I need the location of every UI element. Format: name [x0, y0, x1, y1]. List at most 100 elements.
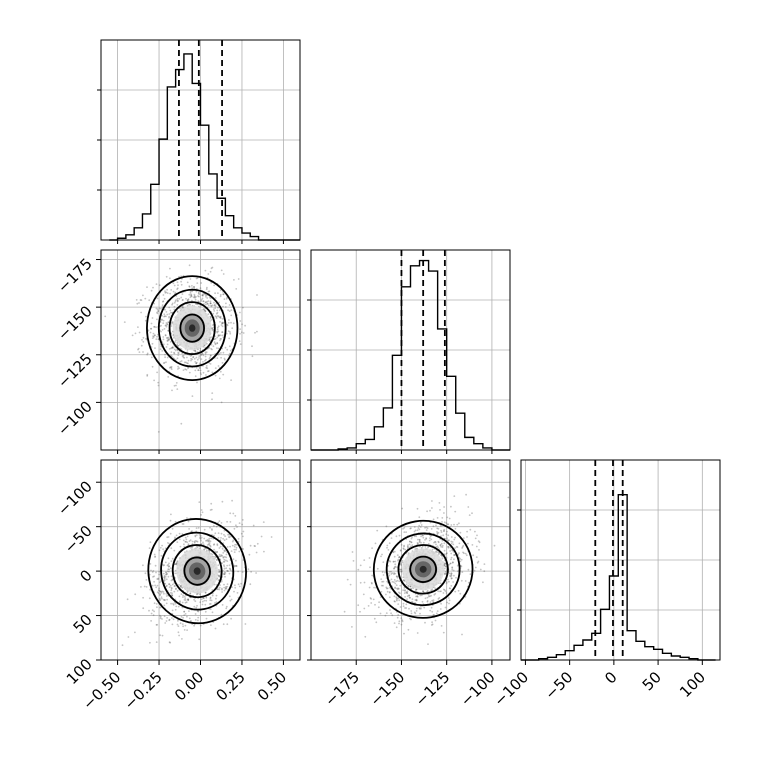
scatter-point [211, 348, 213, 351]
scatter-point [156, 308, 159, 311]
scatter-point [190, 619, 192, 622]
scatter-point [182, 369, 185, 371]
scatter-point [160, 324, 162, 327]
scatter-point [171, 302, 174, 305]
scatter-1-contour [146, 275, 239, 381]
scatter-point [409, 540, 411, 543]
scatter-point [175, 384, 177, 387]
scatter-point [226, 520, 229, 523]
scatter-point [219, 316, 222, 319]
scatter-point [104, 315, 107, 318]
scatter-point [205, 597, 208, 599]
scatter-point [183, 545, 186, 548]
scatter-point [226, 564, 229, 567]
scatter-point [163, 604, 166, 607]
scatter-point [184, 613, 187, 615]
scatter-point [414, 589, 417, 592]
y-axis-y2-tick-label: −125 [54, 350, 96, 392]
scatter-point [229, 545, 232, 548]
scatter-point [227, 309, 230, 312]
scatter-point [200, 539, 203, 542]
scatter-point [221, 322, 223, 325]
scatter-point [222, 556, 225, 559]
scatter-point [450, 577, 453, 580]
scatter-point [351, 626, 353, 628]
scatter-point [242, 332, 245, 334]
scatter-point [165, 275, 168, 278]
scatter-point [202, 541, 204, 544]
scatter-point [228, 533, 231, 536]
scatter-point [398, 599, 401, 602]
x-axis-1-tick-label: 0.00 [171, 668, 207, 704]
scatter-point [171, 389, 173, 392]
scatter-point [157, 431, 160, 433]
scatter-point [174, 563, 177, 565]
scatter-point [390, 612, 392, 615]
scatter-point [209, 317, 212, 320]
scatter-point [452, 581, 454, 583]
scatter-point [230, 598, 233, 601]
scatter-point [210, 502, 213, 505]
scatter-point [214, 315, 217, 318]
scatter-point [176, 310, 179, 312]
scatter-point [169, 367, 171, 369]
scatter-point [153, 575, 156, 578]
scatter-point [415, 535, 418, 538]
scatter-point [204, 301, 207, 304]
scatter-point [191, 285, 193, 287]
scatter-point [438, 552, 441, 554]
scatter-point [399, 568, 402, 571]
scatter-point [165, 311, 168, 313]
scatter-point [213, 544, 215, 546]
scatter-point [199, 536, 202, 538]
scatter-point [168, 306, 171, 309]
scatter-point [185, 368, 188, 371]
scatter-point [157, 577, 160, 580]
scatter-point [461, 571, 464, 573]
scatter-point [138, 302, 140, 304]
scatter-point [222, 273, 225, 275]
scatter-point [441, 555, 443, 558]
scatter-point [163, 577, 166, 580]
scatter-point [395, 598, 398, 601]
scatter-point [164, 324, 167, 327]
scatter-point [368, 586, 371, 589]
scatter-point [209, 270, 212, 273]
scatter-point [439, 544, 442, 546]
scatter-point [184, 624, 187, 627]
scatter-point [438, 502, 441, 504]
scatter-point [205, 617, 208, 620]
scatter-point [222, 552, 225, 554]
scatter-point [174, 572, 177, 575]
scatter-point [187, 367, 190, 369]
scatter-point [157, 381, 160, 384]
scatter-point [447, 546, 450, 549]
scatter-point [158, 589, 161, 592]
scatter-point [381, 580, 383, 583]
scatter-point [181, 587, 184, 589]
scatter-point [418, 538, 421, 541]
scatter-point [235, 288, 238, 290]
scatter-point [227, 533, 229, 536]
scatter-point [168, 583, 171, 586]
scatter-point [226, 570, 229, 572]
scatter-point [148, 547, 151, 549]
scatter-point [195, 606, 198, 609]
scatter-point [166, 343, 169, 346]
scatter-point [394, 572, 397, 575]
scatter-point [174, 520, 177, 523]
scatter-point [469, 573, 472, 576]
scatter-point [431, 507, 433, 509]
scatter-point [393, 560, 395, 563]
scatter-point [212, 324, 214, 326]
scatter-point [176, 357, 179, 360]
scatter-point [388, 542, 391, 545]
scatter-point [211, 553, 214, 556]
scatter-point [165, 573, 167, 576]
scatter-point [393, 567, 396, 570]
scatter-point [453, 495, 456, 497]
scatter-point [152, 286, 154, 289]
scatter-point [200, 514, 203, 516]
scatter-point [164, 290, 166, 293]
scatter-point [200, 542, 203, 545]
